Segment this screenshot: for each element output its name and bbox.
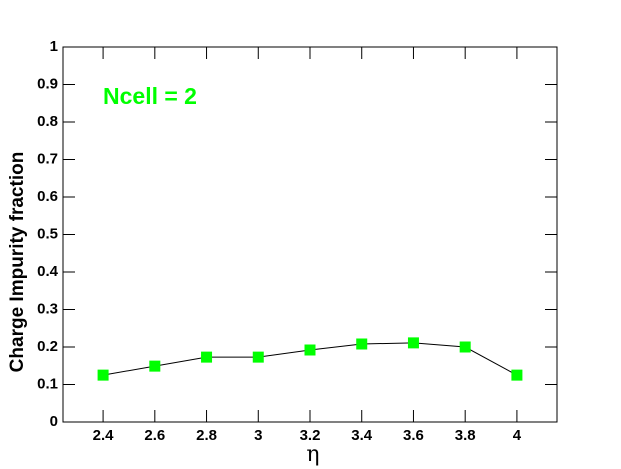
y-tick-label: 1 xyxy=(50,38,58,55)
marker xyxy=(97,369,109,381)
marker xyxy=(511,369,523,381)
x-tick-label: 2.4 xyxy=(93,427,115,444)
marker xyxy=(407,337,419,349)
y-tick-label: 0.6 xyxy=(37,188,58,205)
y-tick-label: 0.1 xyxy=(37,375,58,392)
marker xyxy=(356,338,368,350)
annotation: Ncell = 2 xyxy=(103,83,197,109)
y-tick-label: 0.4 xyxy=(37,263,59,280)
marker xyxy=(304,344,316,356)
y-tick-label: 0.7 xyxy=(37,150,58,167)
y-tick-label: 0.3 xyxy=(37,300,58,317)
x-tick-label: 3.4 xyxy=(351,427,373,444)
x-tick-label: 3 xyxy=(254,427,262,444)
marker xyxy=(149,360,161,372)
y-tick-label: 0.5 xyxy=(37,225,58,242)
x-tick-label: 3.6 xyxy=(403,427,424,444)
y-tick-label: 0.8 xyxy=(37,113,58,130)
x-tick-label: 3.8 xyxy=(455,427,476,444)
x-tick-label: 2.8 xyxy=(196,427,217,444)
y-tick-label: 0.9 xyxy=(37,75,58,92)
y-tick-label: 0 xyxy=(50,413,58,430)
x-tick-label: 4 xyxy=(513,427,522,444)
marker xyxy=(459,341,471,353)
x-tick-label: 3.2 xyxy=(300,427,321,444)
x-axis-label: η xyxy=(306,442,319,467)
y-axis-label: Charge Impurity fraction xyxy=(7,152,28,373)
marker xyxy=(252,351,264,363)
x-tick-label: 2.6 xyxy=(144,427,165,444)
y-tick-label: 0.2 xyxy=(37,338,58,355)
marker xyxy=(201,351,213,363)
